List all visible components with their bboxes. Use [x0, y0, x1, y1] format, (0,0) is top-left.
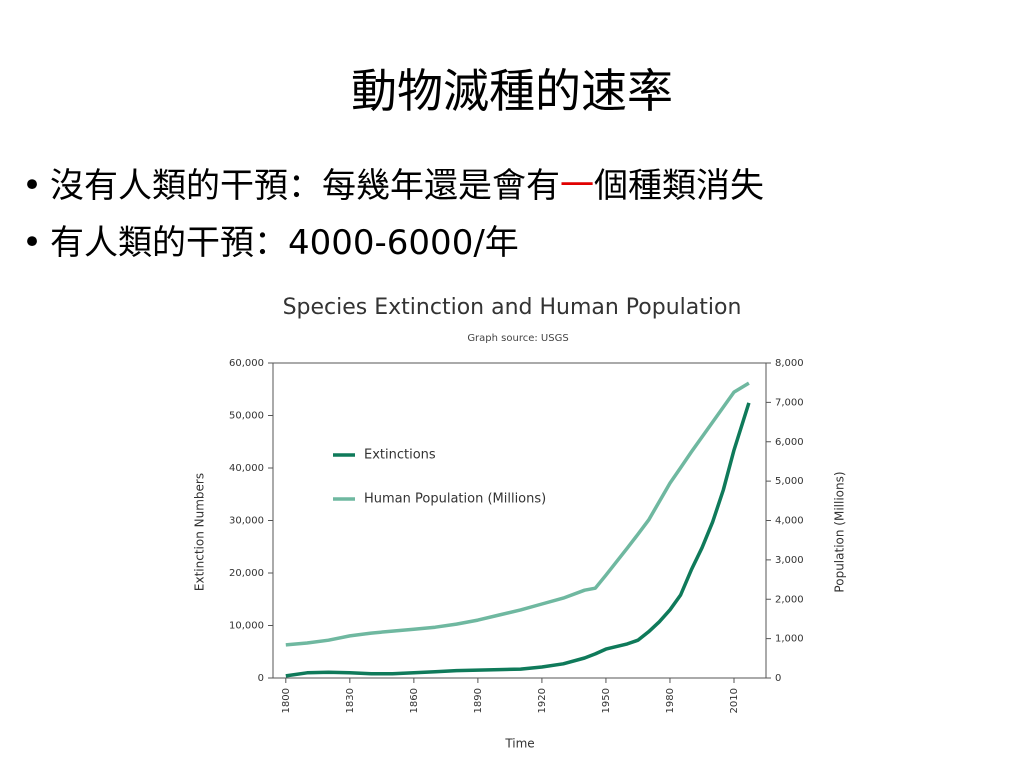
y2-tick-label: 0 [775, 673, 781, 684]
y2-tick-label: 7,000 [775, 397, 804, 408]
y-tick-label: 20,000 [229, 568, 264, 579]
series-line [285, 381, 750, 647]
chart-title: Species Extinction and Human Population [283, 295, 742, 320]
y-tick-label: 50,000 [229, 411, 264, 422]
bullet-text: 有人類的干預：4000-6000/年 [50, 223, 519, 263]
bullet-dot: • [22, 223, 42, 263]
x-axis-label: Time [504, 737, 534, 751]
bullet-part: 沒有人類的干預：每幾年還是會有 [50, 166, 560, 206]
bullet-part: 個種類消失 [594, 166, 764, 206]
chart-subtitle: Graph source: USGS [467, 333, 568, 344]
y-axis-label: Extinction Numbers [193, 473, 207, 591]
y2-axis-label: Population (Millions) [833, 471, 847, 592]
bullet-part: 有人類的干預：4000-6000/年 [50, 223, 519, 263]
plot-frame [272, 362, 767, 679]
y-tick-label: 0 [258, 673, 264, 684]
y-tick-label: 40,000 [229, 463, 264, 474]
y-tick-label: 30,000 [229, 516, 264, 527]
x-tick-label: 1950 [601, 688, 612, 713]
x-tick-label: 1800 [281, 688, 292, 713]
x-tick-label: 1980 [665, 688, 676, 713]
y-tick-label: 10,000 [229, 621, 264, 632]
y2-tick-label: 1,000 [775, 634, 804, 645]
x-tick-label: 2010 [729, 688, 740, 713]
y2-tick-label: 8,000 [775, 358, 804, 369]
bullet-part: 一 [560, 166, 594, 206]
x-tick-label: 1830 [345, 688, 356, 713]
series-line [285, 402, 751, 678]
slide-title: 動物滅種的速率 [351, 64, 673, 118]
y-tick-label: 60,000 [229, 358, 264, 369]
y2-tick-label: 6,000 [775, 437, 804, 448]
y2-tick-label: 2,000 [775, 594, 804, 605]
y2-tick-label: 3,000 [775, 555, 804, 566]
bullet-text: 沒有人類的干預：每幾年還是會有一個種類消失 [50, 166, 764, 206]
x-tick-label: 1860 [409, 688, 420, 713]
y2-tick-label: 4,000 [775, 516, 804, 527]
x-tick-label: 1890 [473, 688, 484, 713]
bullet-dot: • [22, 166, 42, 206]
legend-label: Extinctions [364, 448, 436, 463]
x-tick-label: 1920 [537, 688, 548, 713]
y2-tick-label: 5,000 [775, 476, 804, 487]
legend-label: Human Population (Millions) [364, 492, 546, 507]
